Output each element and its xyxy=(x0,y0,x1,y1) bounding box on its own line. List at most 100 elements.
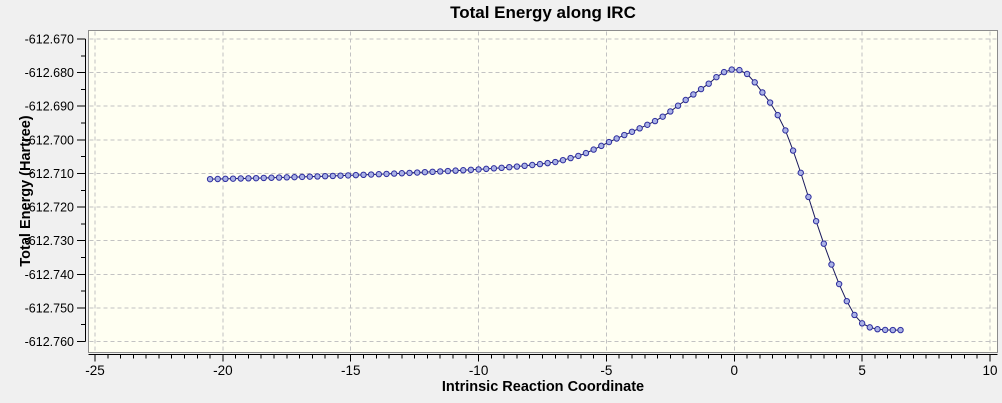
y-tick-label: -612.750 xyxy=(25,301,74,315)
data-point xyxy=(613,135,620,142)
y-tick-label: -612.760 xyxy=(25,335,74,349)
data-point xyxy=(705,80,712,87)
data-point xyxy=(789,147,797,154)
data-point xyxy=(559,156,567,164)
data-point xyxy=(713,73,720,81)
data-point xyxy=(889,326,897,334)
data-point xyxy=(306,173,313,180)
y-tick-label: -612.720 xyxy=(25,201,74,215)
y-tick-label: -612.670 xyxy=(25,33,74,47)
data-point xyxy=(851,311,858,319)
data-point xyxy=(567,154,574,162)
data-point xyxy=(291,173,298,181)
data-point xyxy=(390,170,398,177)
data-point xyxy=(444,167,452,175)
data-point xyxy=(874,326,881,333)
y-tick-label: -612.740 xyxy=(25,268,74,282)
y-tick-label: -612.710 xyxy=(25,167,74,181)
data-point xyxy=(881,326,889,334)
x-tick-label: -20 xyxy=(213,363,233,378)
x-tick-label: -5 xyxy=(600,363,612,378)
data-point xyxy=(866,324,874,331)
data-point xyxy=(843,297,850,305)
data-point xyxy=(467,166,475,174)
data-point xyxy=(421,168,429,176)
data-point xyxy=(214,175,221,183)
data-point xyxy=(897,326,904,334)
data-point xyxy=(759,89,766,96)
data-point xyxy=(766,99,774,106)
data-point xyxy=(736,66,743,74)
data-point xyxy=(452,167,459,174)
data-point xyxy=(674,102,682,109)
data-point xyxy=(697,85,705,93)
data-point xyxy=(544,159,551,167)
data-point xyxy=(667,108,674,115)
data-point xyxy=(636,125,643,132)
x-tick-label: 10 xyxy=(982,363,997,378)
data-point xyxy=(743,70,751,78)
data-point xyxy=(314,173,321,180)
data-point xyxy=(812,217,820,225)
y-tick-label: -612.730 xyxy=(25,234,74,248)
data-point xyxy=(337,172,344,179)
data-point xyxy=(222,175,229,183)
data-point xyxy=(367,171,375,178)
data-point xyxy=(252,174,260,182)
data-point xyxy=(628,128,636,135)
data-point xyxy=(682,96,689,104)
data-point xyxy=(352,171,360,179)
data-point xyxy=(275,174,283,181)
data-point xyxy=(582,149,590,157)
data-point xyxy=(598,142,605,150)
data-point xyxy=(659,113,666,120)
data-point xyxy=(383,170,390,178)
data-point xyxy=(206,175,214,183)
data-point xyxy=(728,66,735,73)
data-point xyxy=(406,169,413,177)
data-point xyxy=(536,160,544,168)
data-point xyxy=(751,79,758,86)
data-point xyxy=(621,131,628,139)
data-point xyxy=(651,117,659,125)
data-point xyxy=(329,172,337,180)
data-point xyxy=(513,163,521,170)
data-point xyxy=(835,280,843,288)
data-point xyxy=(690,91,697,98)
data-point xyxy=(644,121,651,128)
data-point xyxy=(529,161,536,169)
data-point xyxy=(590,146,597,153)
data-point xyxy=(521,162,528,170)
data-point xyxy=(774,111,781,119)
data-point xyxy=(490,165,498,172)
x-tick-label: 5 xyxy=(858,363,866,378)
data-point xyxy=(429,168,436,176)
data-point xyxy=(283,174,290,181)
y-tick-label: -612.700 xyxy=(25,133,74,147)
data-point xyxy=(268,174,275,181)
data-point xyxy=(828,261,835,268)
data-point xyxy=(321,173,329,180)
data-point xyxy=(506,163,513,171)
data-point xyxy=(260,174,267,182)
data-point xyxy=(483,165,490,173)
data-point xyxy=(720,68,728,76)
data-point xyxy=(398,170,406,177)
data-point xyxy=(229,175,237,182)
data-point xyxy=(375,171,383,178)
data-point xyxy=(298,173,306,181)
data-point xyxy=(552,158,559,166)
data-point xyxy=(575,152,582,160)
x-tick-label: -10 xyxy=(469,363,489,378)
x-tick-label: -15 xyxy=(341,363,361,378)
data-point xyxy=(797,169,804,176)
x-tick-label: 0 xyxy=(731,363,739,378)
data-point xyxy=(858,320,866,327)
y-tick-label: -612.680 xyxy=(25,66,74,80)
data-point xyxy=(245,175,252,182)
data-point xyxy=(782,127,789,134)
x-tick-label: -25 xyxy=(85,363,105,378)
data-point xyxy=(237,175,244,182)
